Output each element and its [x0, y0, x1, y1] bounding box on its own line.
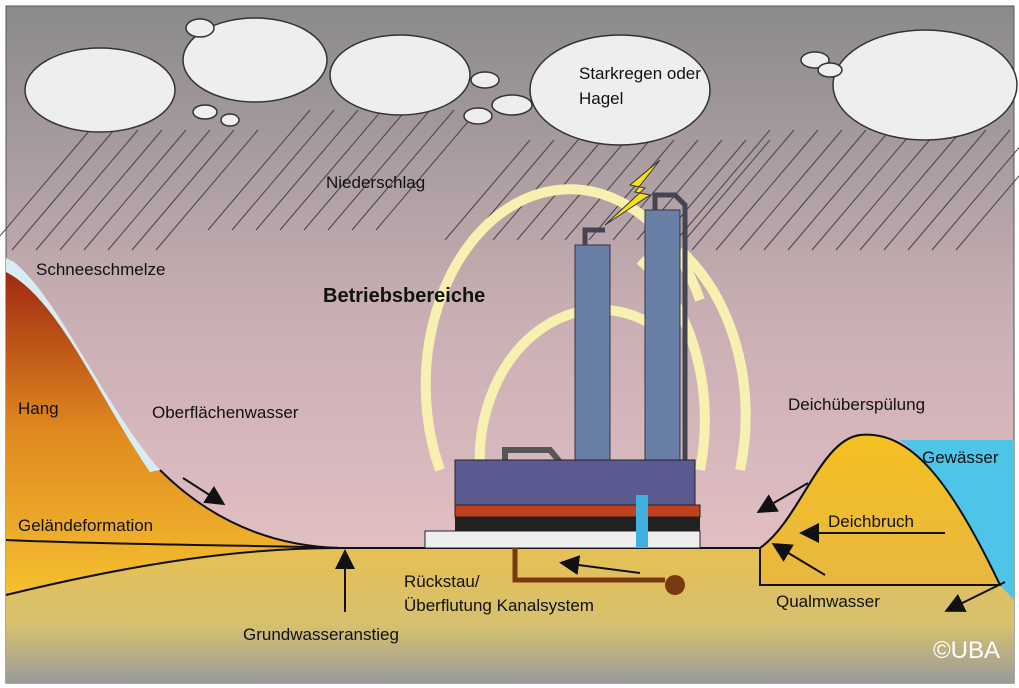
- label: Geländeformation: [18, 516, 153, 535]
- label: Schneeschmelze: [36, 260, 165, 279]
- label: Gewässer: [922, 448, 999, 467]
- copyright: ©UBA: [933, 637, 1000, 664]
- label: Oberflächenwasser: [152, 403, 299, 422]
- label: Deichüberspülung: [788, 395, 925, 414]
- label: Überflutung Kanalsystem: [404, 596, 594, 615]
- label: Betriebsbereiche: [323, 285, 485, 307]
- diagram: Starkregen oder Hagel Niederschlag Schne…: [0, 0, 1019, 688]
- label: Hang: [18, 399, 59, 418]
- label: Starkregen oder: [579, 64, 701, 83]
- label: Qualmwasser: [776, 592, 880, 611]
- label: Deichbruch: [828, 512, 914, 531]
- label: Hagel: [579, 89, 623, 108]
- label: Niederschlag: [326, 173, 425, 192]
- label: Rückstau/: [404, 572, 480, 591]
- label: Grundwasseranstieg: [243, 625, 399, 644]
